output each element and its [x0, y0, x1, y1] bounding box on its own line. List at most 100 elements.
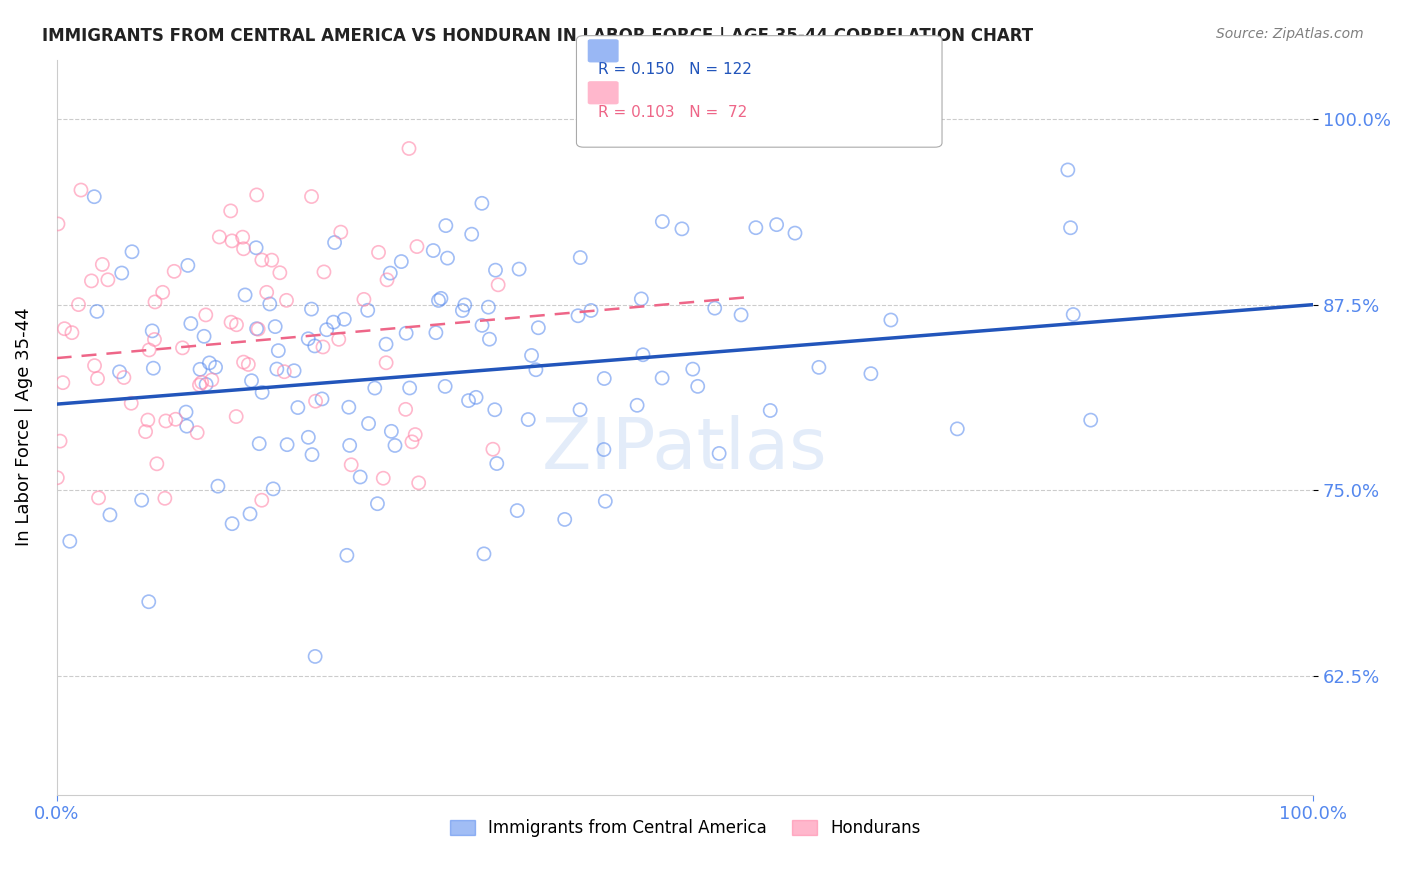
Hondurans: [312, 265, 335, 279]
Hondurans: [260, 253, 283, 268]
Immigrants from Central America: [262, 482, 284, 496]
Immigrants from Central America: [304, 649, 326, 664]
Hondurans: [373, 471, 395, 485]
Immigrants from Central America: [195, 377, 218, 392]
Immigrants from Central America: [671, 222, 693, 236]
Immigrants from Central America: [267, 343, 290, 358]
Immigrants from Central America: [477, 300, 499, 314]
Immigrants from Central America: [506, 503, 529, 517]
Hondurans: [155, 414, 177, 428]
Hondurans: [312, 340, 335, 354]
Immigrants from Central America: [323, 235, 346, 250]
Immigrants from Central America: [180, 317, 202, 331]
Hondurans: [273, 365, 295, 379]
Immigrants from Central America: [451, 303, 474, 318]
Hondurans: [328, 332, 350, 346]
Immigrants from Central America: [398, 381, 420, 395]
Immigrants from Central America: [478, 332, 501, 346]
Immigrants from Central America: [395, 326, 418, 341]
Hondurans: [120, 396, 142, 410]
Immigrants from Central America: [517, 412, 540, 426]
Immigrants from Central America: [339, 438, 361, 452]
Hondurans: [91, 257, 114, 271]
Legend: Immigrants from Central America, Hondurans: Immigrants from Central America, Hondura…: [441, 811, 929, 846]
Immigrants from Central America: [880, 313, 903, 327]
Hondurans: [406, 239, 429, 253]
Immigrants from Central America: [427, 293, 450, 308]
Immigrants from Central America: [297, 332, 319, 346]
Immigrants from Central America: [524, 362, 547, 376]
Text: IMMIGRANTS FROM CENTRAL AMERICA VS HONDURAN IN LABOR FORCE | AGE 35-44 CORRELATI: IMMIGRANTS FROM CENTRAL AMERICA VS HONDU…: [42, 27, 1033, 45]
Immigrants from Central America: [709, 127, 731, 141]
Hondurans: [67, 297, 90, 311]
Immigrants from Central America: [472, 547, 495, 561]
Hondurans: [401, 434, 423, 449]
Hondurans: [172, 341, 194, 355]
Hondurans: [138, 343, 160, 357]
Hondurans: [404, 427, 426, 442]
Hondurans: [146, 457, 169, 471]
Immigrants from Central America: [631, 348, 654, 362]
Hondurans: [152, 285, 174, 300]
Immigrants from Central America: [240, 374, 263, 388]
Immigrants from Central America: [297, 430, 319, 444]
Hondurans: [276, 293, 298, 308]
Immigrants from Central America: [554, 512, 576, 526]
Hondurans: [46, 471, 69, 485]
Immigrants from Central America: [434, 379, 457, 393]
Immigrants from Central America: [569, 402, 592, 417]
Immigrants from Central America: [111, 266, 134, 280]
Text: Source: ZipAtlas.com: Source: ZipAtlas.com: [1216, 27, 1364, 41]
Immigrants from Central America: [131, 493, 153, 508]
Immigrants from Central America: [86, 304, 108, 318]
Immigrants from Central America: [276, 437, 298, 451]
Immigrants from Central America: [221, 516, 243, 531]
Hondurans: [46, 217, 69, 231]
Hondurans: [87, 491, 110, 505]
Hondurans: [60, 326, 83, 340]
Immigrants from Central America: [366, 497, 388, 511]
Immigrants from Central America: [485, 457, 508, 471]
Immigrants from Central America: [304, 339, 326, 353]
Immigrants from Central America: [337, 401, 360, 415]
Hondurans: [201, 373, 224, 387]
Immigrants from Central America: [730, 308, 752, 322]
Immigrants from Central America: [783, 226, 806, 240]
Immigrants from Central America: [177, 259, 200, 273]
Hondurans: [194, 308, 217, 322]
Hondurans: [367, 245, 389, 260]
Text: ZIPatlas: ZIPatlas: [543, 415, 828, 483]
Immigrants from Central America: [315, 323, 337, 337]
Immigrants from Central America: [141, 324, 163, 338]
Immigrants from Central America: [142, 361, 165, 376]
Immigrants from Central America: [138, 595, 160, 609]
Immigrants from Central America: [108, 365, 131, 379]
Hondurans: [395, 402, 418, 417]
Immigrants from Central America: [651, 214, 673, 228]
Hondurans: [247, 322, 270, 336]
Immigrants from Central America: [484, 402, 506, 417]
Immigrants from Central America: [471, 318, 494, 333]
Immigrants from Central America: [121, 244, 143, 259]
Immigrants from Central America: [380, 425, 402, 439]
Hondurans: [165, 412, 187, 426]
Immigrants from Central America: [484, 263, 506, 277]
Hondurans: [232, 242, 254, 256]
Hondurans: [486, 277, 509, 292]
Y-axis label: In Labor Force | Age 35-44: In Labor Force | Age 35-44: [15, 308, 32, 547]
Text: R = 0.150   N = 122: R = 0.150 N = 122: [598, 62, 751, 78]
Immigrants from Central America: [626, 398, 648, 412]
Immigrants from Central America: [703, 301, 725, 315]
Hondurans: [219, 315, 242, 329]
Immigrants from Central America: [946, 422, 969, 436]
Immigrants from Central America: [98, 508, 121, 522]
Hondurans: [86, 371, 108, 385]
Immigrants from Central America: [686, 379, 709, 393]
Hondurans: [482, 442, 505, 457]
Immigrants from Central America: [287, 401, 309, 415]
Hondurans: [398, 141, 420, 155]
Text: R = 0.103   N =  72: R = 0.103 N = 72: [598, 105, 747, 120]
Immigrants from Central America: [630, 292, 652, 306]
Immigrants from Central America: [384, 438, 406, 452]
Immigrants from Central America: [460, 227, 482, 242]
